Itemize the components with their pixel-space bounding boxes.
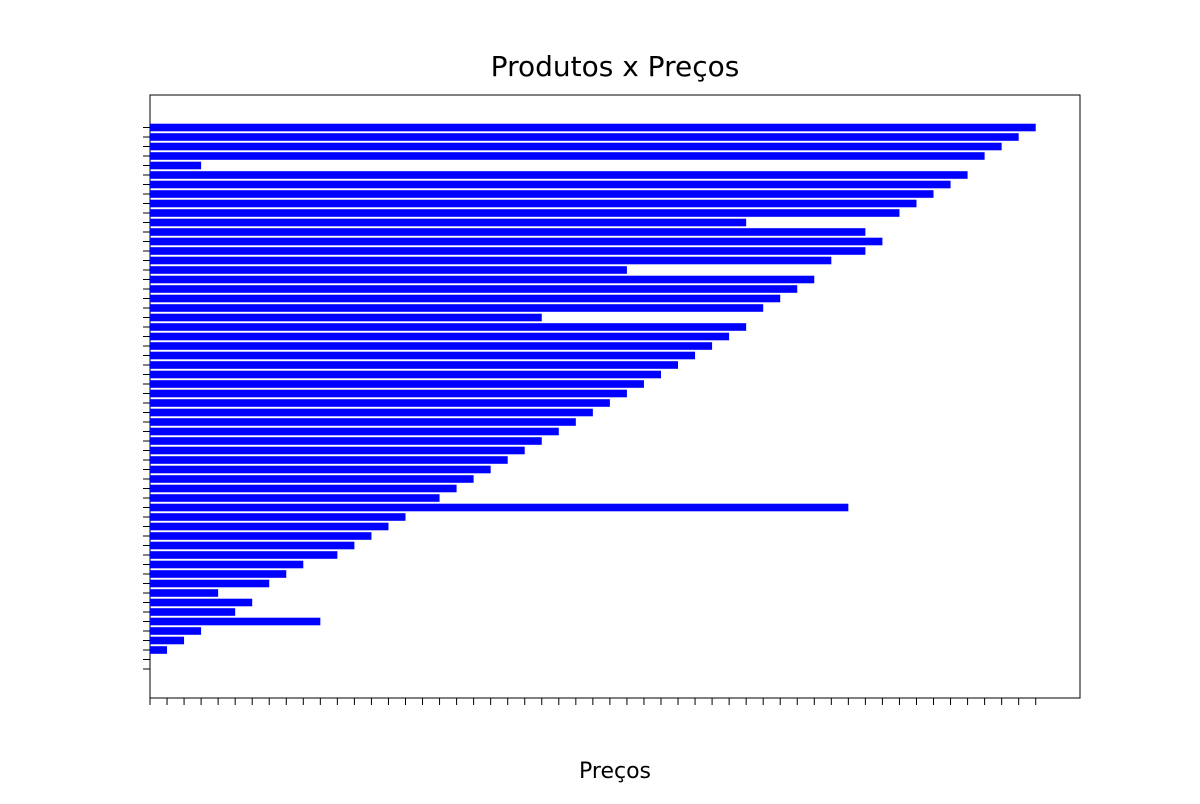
bar [150, 380, 644, 388]
bar [150, 456, 508, 464]
bar [150, 589, 219, 597]
x-axis-label: Preços [579, 759, 651, 784]
bar [150, 142, 1002, 151]
bar [150, 617, 321, 626]
bar [150, 152, 985, 160]
bar [150, 228, 866, 236]
bar [150, 190, 934, 198]
bar [150, 560, 304, 569]
bar [150, 541, 355, 550]
bar [150, 646, 168, 654]
bar [150, 304, 764, 312]
bar [150, 237, 883, 246]
bar [150, 294, 781, 303]
bar [150, 608, 236, 616]
bar [150, 171, 968, 179]
bar [150, 133, 1019, 141]
bar [150, 342, 713, 350]
bar [150, 285, 798, 293]
bar [150, 551, 338, 559]
bar [150, 275, 815, 284]
bar [150, 180, 951, 189]
bar [150, 532, 372, 540]
bar [150, 399, 610, 407]
bar [150, 323, 747, 331]
bar [150, 370, 661, 379]
bar [150, 494, 440, 502]
bar [150, 475, 474, 483]
bar [150, 266, 627, 274]
bar [150, 256, 832, 265]
bar [150, 389, 627, 398]
bar [150, 209, 900, 217]
bar [150, 418, 576, 426]
bar [150, 503, 849, 512]
bar [150, 636, 185, 645]
bar [150, 465, 491, 474]
bar [150, 570, 287, 578]
bar [150, 627, 202, 635]
bar [150, 437, 542, 445]
chart-title: Produtos x Preços [491, 50, 740, 83]
bar [150, 427, 559, 436]
bar [150, 598, 253, 607]
bar [150, 446, 525, 455]
bar [150, 361, 679, 369]
bar [150, 247, 866, 255]
bar [150, 579, 270, 588]
bar [150, 218, 747, 227]
bar [150, 484, 457, 493]
bar [150, 522, 389, 531]
bar [150, 313, 542, 322]
bar [150, 351, 696, 360]
bar [150, 123, 1036, 132]
bar [150, 408, 593, 417]
bar [150, 199, 917, 208]
bar [150, 332, 730, 341]
bar [150, 513, 406, 521]
bar [150, 161, 202, 170]
